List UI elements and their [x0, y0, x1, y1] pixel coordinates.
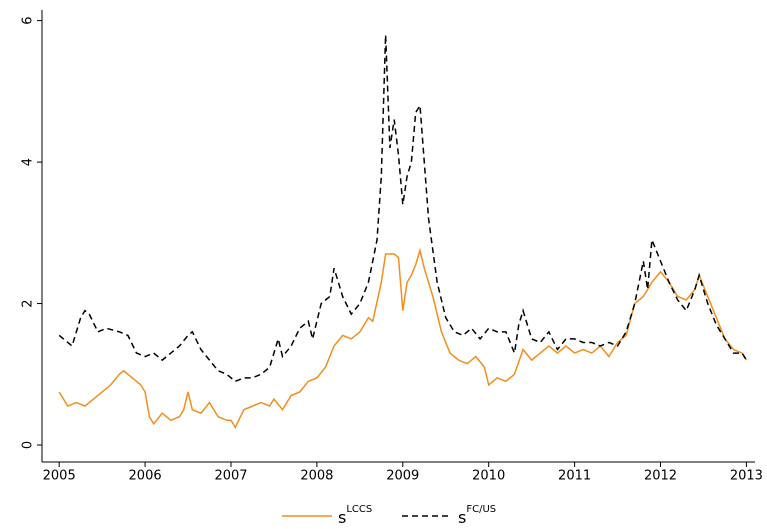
y-tick-label: 2	[21, 299, 36, 307]
legend-name-sup: FC/US	[466, 504, 496, 515]
legend-name-sup: LCCS	[346, 504, 372, 515]
x-tick-label: 2008	[300, 469, 333, 484]
series-line	[58, 247, 748, 429]
x-tick-label: 2007	[214, 469, 247, 484]
y-tick-label: 4	[21, 158, 36, 166]
series-line	[58, 34, 748, 383]
y-tick-label: 0	[21, 441, 36, 449]
y-tick-label: 6	[21, 16, 36, 24]
legend-label: sLCCS	[338, 504, 372, 527]
x-tick-label: 2013	[730, 469, 763, 484]
legend-name: s	[458, 508, 466, 527]
x-tick-label: 2012	[644, 469, 677, 484]
x-tick-label: 2011	[558, 469, 591, 484]
legend-name: s	[338, 508, 346, 527]
legend-label: sFC/US	[458, 504, 496, 527]
x-tick-label: 2010	[472, 469, 505, 484]
x-tick-label: 2009	[386, 469, 419, 484]
x-tick-label: 2006	[129, 469, 162, 484]
x-tick-label: 2005	[43, 469, 76, 484]
